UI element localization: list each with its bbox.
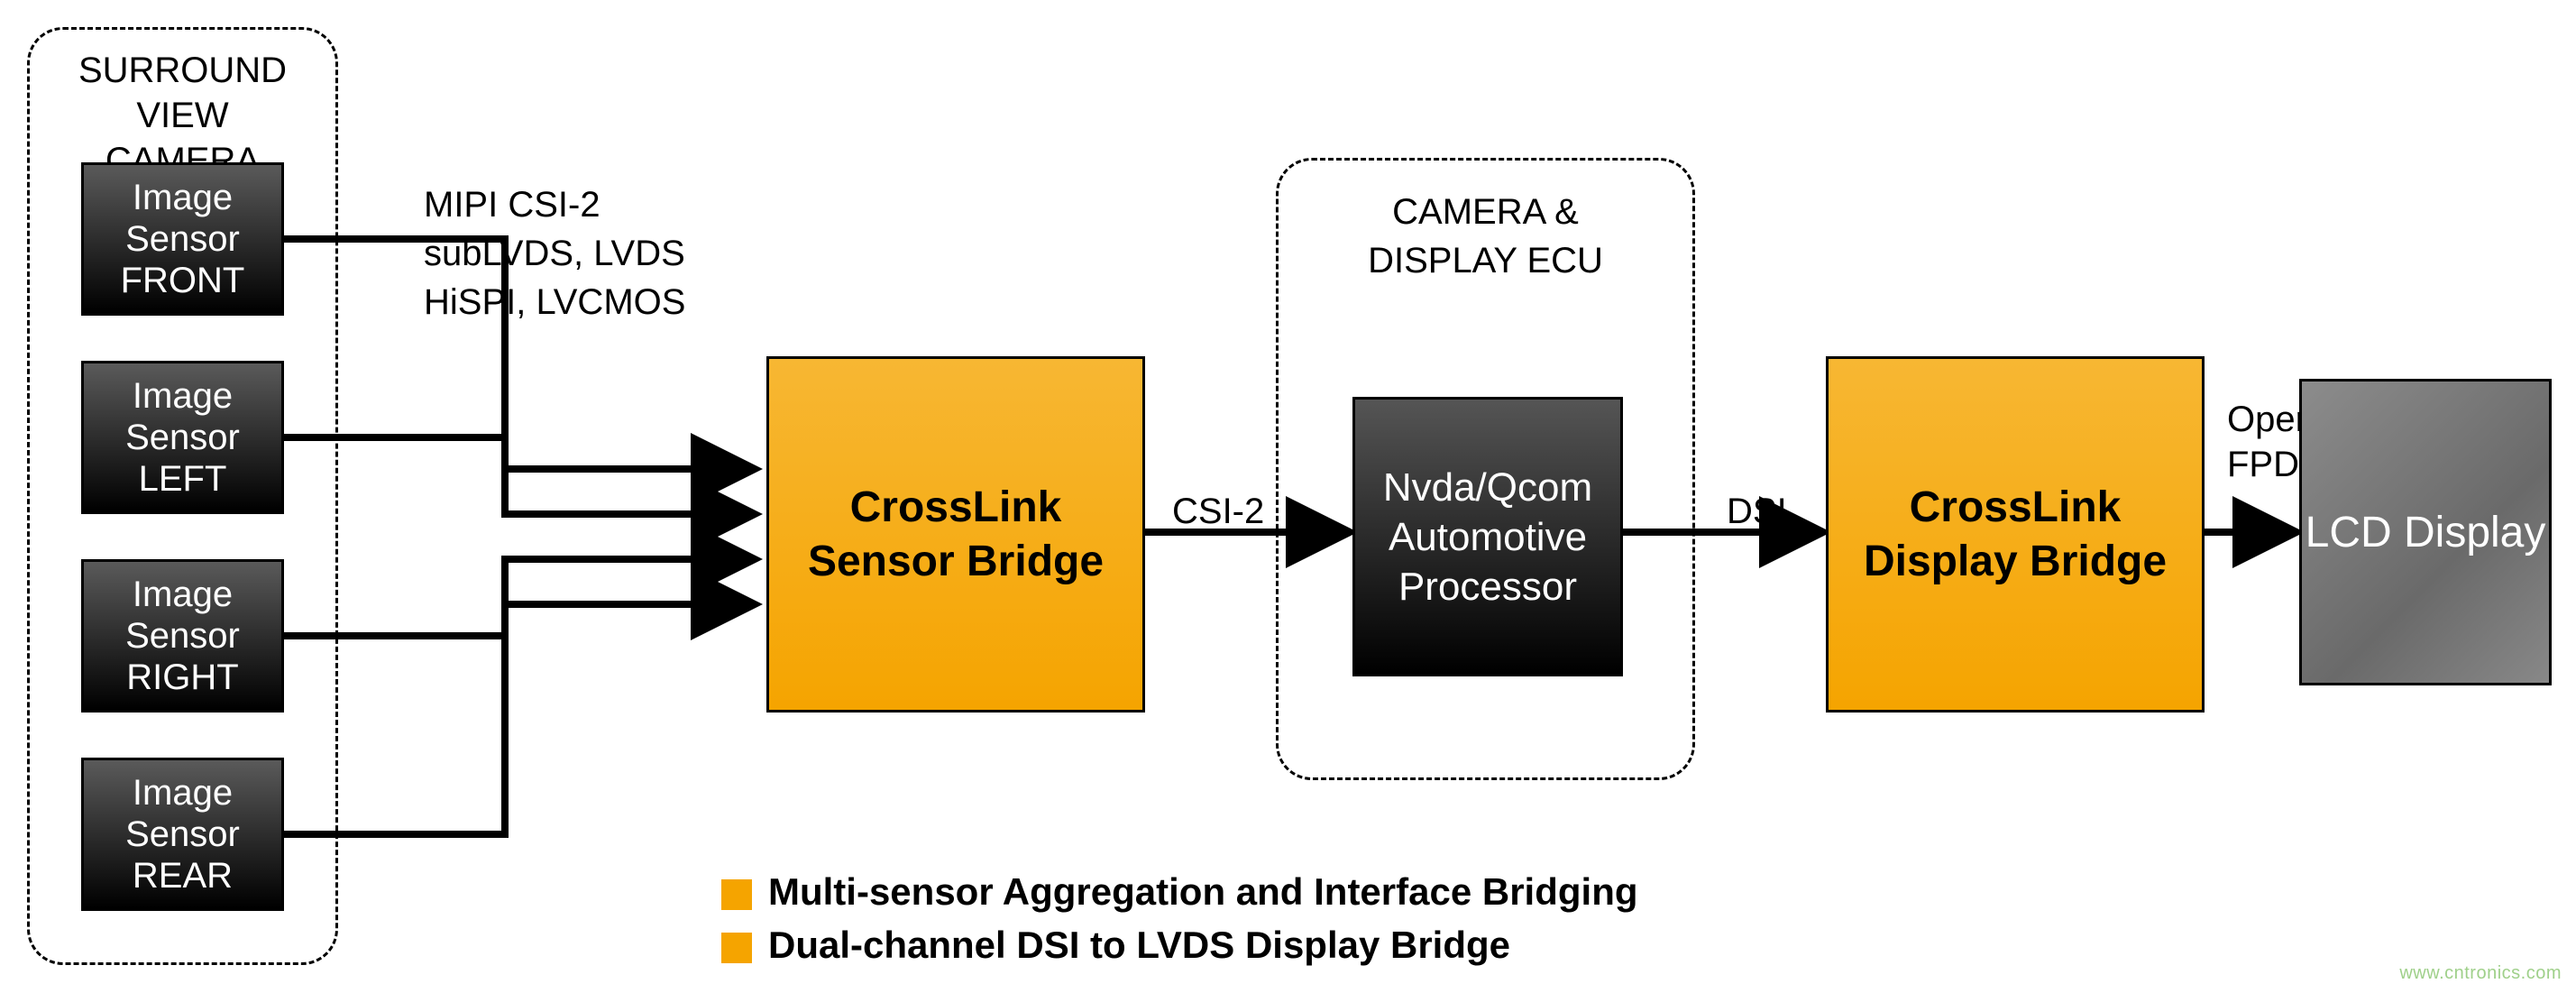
ecu-title: CAMERA &DISPLAY ECU [1279,188,1692,285]
sensor-right: Image Sensor RIGHT [81,559,284,713]
sensor-protocols: MIPI CSI-2 subLVDS, LVDS HiSPI, LVCMOS [424,180,685,326]
protocol-line1: MIPI CSI-2 [424,180,685,229]
crosslink-sensor-line2: Sensor Bridge [808,535,1104,589]
ecu-proc-line2: Automotive [1389,512,1587,562]
ecu-title-text: CAMERA &DISPLAY ECU [1368,192,1603,280]
crosslink-display-bridge: CrossLink Display Bridge [1826,356,2205,713]
sensor-rear-line1: Image [133,772,233,814]
protocol-line2: subLVDS, LVDS [424,229,685,278]
dsi-label: DSI [1727,487,1787,536]
sensor-front-line3: FRONT [121,260,245,301]
diagram-canvas: SURROUND VIEWCAMERA CAMERA &DISPLAY ECU … [0,0,2576,993]
ecu-proc-line3: Processor [1398,562,1577,611]
lcd-display: LCD Display [2299,379,2552,685]
sensor-left-line1: Image [133,375,233,417]
protocol-line3: HiSPI, LVCMOS [424,278,685,326]
crosslink-display-line2: Display Bridge [1864,535,2167,589]
sensor-front-line1: Image [133,177,233,218]
crosslink-sensor-line1: CrossLink [850,481,1062,535]
sensor-left-line2: Sensor [125,417,240,458]
sensor-rear: Image Sensor REAR [81,758,284,911]
sensor-rear-line3: REAR [133,855,233,896]
legend-square-icon [721,879,752,910]
legend-item-1: Multi-sensor Aggregation and Interface B… [721,866,1638,919]
sensor-right-line1: Image [133,574,233,615]
legend-item-2: Dual-channel DSI to LVDS Display Bridge [721,919,1638,972]
sensor-left: Image Sensor LEFT [81,361,284,514]
watermark: www.cntronics.com [2399,963,2562,984]
sensor-front: Image Sensor FRONT [81,162,284,316]
legend-square-icon [721,933,752,963]
legend: Multi-sensor Aggregation and Interface B… [721,866,1638,972]
surround-view-line1: SURROUND VIEWCAMERA [78,51,287,180]
sensor-front-line2: Sensor [125,218,240,260]
legend-text-2: Dual-channel DSI to LVDS Display Bridge [768,924,1510,966]
lcd-display-text: LCD Display [2306,508,2546,557]
sensor-left-line3: LEFT [139,458,227,500]
ecu-processor: Nvda/Qcom Automotive Processor [1352,397,1623,676]
legend-text-1: Multi-sensor Aggregation and Interface B… [768,870,1638,913]
crosslink-display-line1: CrossLink [1910,481,2122,535]
ecu-proc-line1: Nvda/Qcom [1383,463,1592,512]
sensor-rear-line2: Sensor [125,814,240,855]
sensor-right-line2: Sensor [125,615,240,657]
crosslink-sensor-bridge: CrossLink Sensor Bridge [766,356,1145,713]
csi2-label: CSI-2 [1172,487,1264,536]
sensor-right-line3: RIGHT [126,657,238,698]
